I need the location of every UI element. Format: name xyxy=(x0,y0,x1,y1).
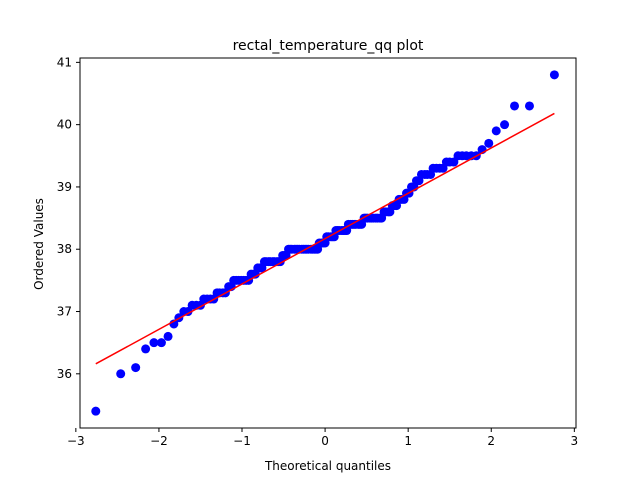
x-tick-label: 2 xyxy=(487,434,495,448)
x-tick-label: −3 xyxy=(67,434,85,448)
data-point xyxy=(91,406,101,416)
y-axis-label: Ordered Values xyxy=(32,198,46,290)
data-point xyxy=(156,338,166,348)
x-tick-label: −1 xyxy=(233,434,251,448)
y-tick-label: 37 xyxy=(57,305,72,319)
x-tick-label: −2 xyxy=(150,434,168,448)
data-point xyxy=(491,126,501,136)
y-tick-label: 40 xyxy=(57,118,72,132)
data-point xyxy=(524,101,534,111)
plot-area xyxy=(91,70,559,416)
data-point xyxy=(131,363,141,373)
data-point xyxy=(500,120,510,130)
y-axis-ticks: 36 37 38 39 40 41 xyxy=(57,55,80,381)
x-axis-label: Theoretical quantiles xyxy=(264,459,391,473)
y-tick-label: 39 xyxy=(57,180,72,194)
y-tick-label: 41 xyxy=(57,55,72,69)
data-point xyxy=(149,338,159,348)
y-tick-label: 36 xyxy=(57,367,72,381)
data-point xyxy=(163,331,173,341)
data-point xyxy=(510,101,520,111)
axes-frame xyxy=(79,57,577,429)
chart-title: rectal_temperature_qq plot xyxy=(233,38,424,54)
x-axis-ticks: −3 −2 −1 0 1 2 3 xyxy=(67,428,578,448)
data-point xyxy=(484,138,494,148)
fit-line xyxy=(95,112,555,365)
x-tick-label: 1 xyxy=(404,434,412,448)
y-tick-label: 38 xyxy=(57,242,72,256)
data-point xyxy=(141,344,151,354)
data-point xyxy=(549,70,559,80)
x-tick-label: 0 xyxy=(321,434,329,448)
x-tick-label: 3 xyxy=(571,434,579,448)
data-point xyxy=(116,369,126,379)
